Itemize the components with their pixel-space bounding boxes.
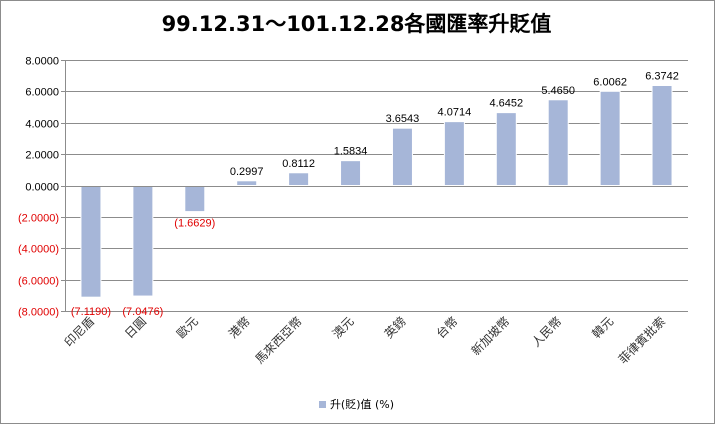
labels: 8.0000 6.0000 4.0000 2.0000 0.0000 (2.0000) (4… xyxy=(18,56,679,367)
chart-title: 99.12.31～101.12.28各國匯率升貶值 xyxy=(161,12,552,36)
legend-swatch xyxy=(318,400,326,408)
category-label: 港幣 xyxy=(226,314,253,341)
bar xyxy=(288,172,310,187)
y-tick-label: (4.0000) xyxy=(18,244,59,256)
data-label: 0.2997 xyxy=(230,166,264,178)
bar xyxy=(80,185,102,298)
bar xyxy=(443,121,465,186)
bar xyxy=(651,85,673,186)
data-label: 1.5834 xyxy=(334,146,368,158)
category-label: 台幣 xyxy=(433,314,461,342)
grid-lines xyxy=(65,60,688,312)
y-tick-label: 4.0000 xyxy=(25,119,59,131)
y-tick-label: 2.0000 xyxy=(25,150,59,162)
bar xyxy=(391,127,413,187)
data-label: 3.6543 xyxy=(386,113,420,125)
category-label: 菲律賓批索 xyxy=(615,314,668,367)
y-tick-label: (8.0000) xyxy=(18,307,59,319)
axes xyxy=(61,60,688,312)
bar xyxy=(184,185,206,213)
data-label: 6.0062 xyxy=(593,76,627,88)
category-label: 韓元 xyxy=(589,314,616,341)
y-tick-label: (6.0000) xyxy=(18,276,59,288)
y-tick-label: 0.0000 xyxy=(25,182,59,194)
category-label: 印尼盾 xyxy=(62,314,97,349)
data-label: 6.3742 xyxy=(645,71,679,83)
data-label: 0.8112 xyxy=(282,158,315,170)
data-label: 5.4650 xyxy=(541,85,575,97)
category-label: 新加坡幣 xyxy=(468,314,513,359)
category-label: 馬來西亞幣 xyxy=(252,314,304,366)
y-tick-label: (2.0000) xyxy=(18,213,59,225)
bar xyxy=(599,90,621,186)
bar xyxy=(547,99,569,186)
data-label: (7.0476) xyxy=(122,306,163,318)
data-label: 4.6452 xyxy=(489,98,523,110)
data-label: (1.6629) xyxy=(174,218,215,230)
category-label: 歐元 xyxy=(173,314,201,342)
category-label: 英鎊 xyxy=(381,314,409,342)
y-tick-label: 8.0000 xyxy=(25,56,59,68)
bar xyxy=(236,180,258,187)
legend: 升(貶)值 (%) xyxy=(0,396,713,412)
bars xyxy=(80,85,673,298)
category-label: 澳元 xyxy=(330,314,357,341)
category-label: 日圓 xyxy=(122,314,149,341)
legend-label: 升(貶)值 (%) xyxy=(329,398,395,411)
bar xyxy=(340,160,362,187)
y-tick-label: 6.0000 xyxy=(25,87,59,99)
category-label: 人民幣 xyxy=(529,314,564,349)
data-label: (7.1190) xyxy=(71,306,111,318)
bar xyxy=(495,112,517,186)
bar xyxy=(132,185,154,297)
data-label: 4.0714 xyxy=(438,107,472,119)
